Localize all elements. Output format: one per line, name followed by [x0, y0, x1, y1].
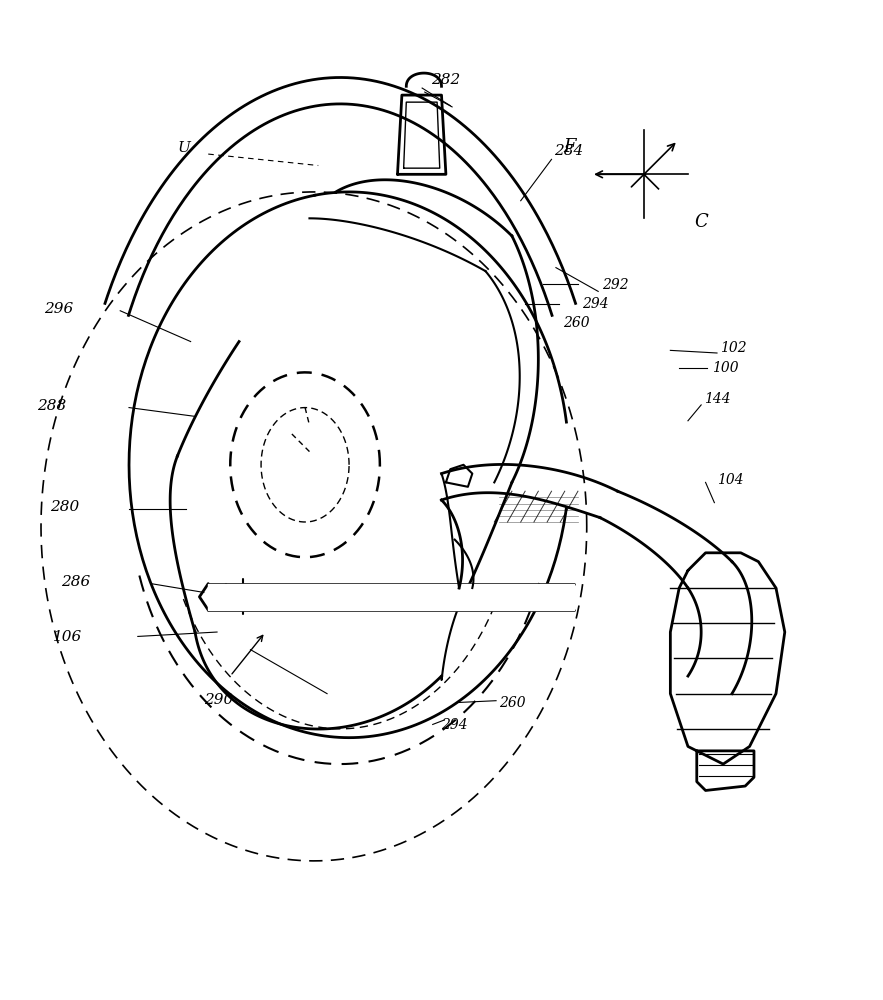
- Text: 144: 144: [704, 392, 730, 406]
- Text: F: F: [562, 138, 576, 156]
- Text: 294: 294: [582, 297, 609, 311]
- Text: 286: 286: [61, 575, 90, 589]
- Text: 100: 100: [712, 361, 738, 375]
- Text: 280: 280: [49, 500, 79, 514]
- Text: C: C: [694, 213, 708, 231]
- Text: 106: 106: [52, 630, 82, 644]
- Text: 284: 284: [555, 144, 584, 158]
- Text: 294: 294: [442, 718, 468, 732]
- Text: 282: 282: [431, 73, 461, 87]
- Text: 260: 260: [499, 696, 525, 710]
- Text: 102: 102: [721, 341, 747, 355]
- Text: 296: 296: [43, 302, 73, 316]
- Text: U: U: [177, 141, 191, 155]
- Text: 288: 288: [36, 399, 66, 413]
- Text: 290: 290: [204, 693, 233, 707]
- Text: 292: 292: [601, 278, 629, 292]
- Text: 104: 104: [717, 473, 743, 487]
- Text: 260: 260: [563, 316, 590, 330]
